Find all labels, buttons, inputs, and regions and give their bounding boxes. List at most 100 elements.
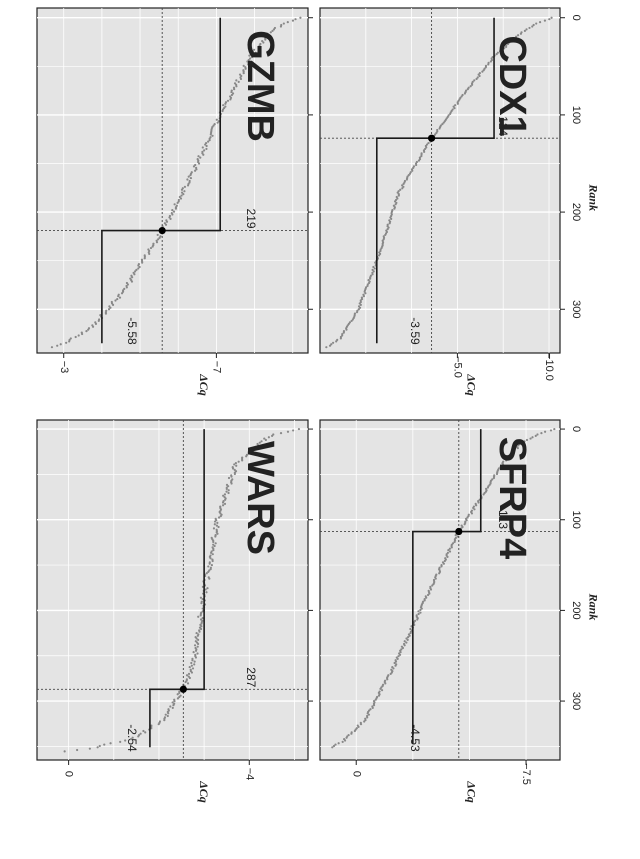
data-point	[150, 247, 152, 249]
data-point	[197, 646, 199, 648]
rank-axis-label: Rank	[586, 183, 600, 211]
data-point	[97, 746, 99, 748]
data-point	[229, 98, 231, 100]
data-point	[112, 304, 114, 306]
data-point	[193, 663, 195, 665]
data-point	[453, 107, 455, 109]
data-point	[235, 79, 237, 81]
data-point	[190, 177, 192, 179]
data-point	[443, 563, 445, 565]
dcq-axis-label: ΔCq	[464, 780, 478, 803]
data-point	[268, 436, 270, 438]
data-point	[167, 712, 169, 714]
dcq-tick-label: 0	[63, 771, 75, 777]
data-point	[174, 203, 176, 205]
data-point	[431, 584, 433, 586]
data-point	[423, 151, 425, 153]
rank-tick-label: 100	[570, 106, 582, 124]
data-point	[220, 515, 222, 517]
data-point	[114, 299, 116, 301]
data-point	[231, 94, 233, 96]
data-point	[221, 110, 223, 112]
data-point	[194, 661, 196, 663]
data-point	[340, 337, 342, 339]
data-point	[144, 257, 146, 259]
data-point	[357, 726, 359, 728]
data-point	[212, 560, 214, 562]
data-point	[419, 612, 421, 614]
data-point	[536, 433, 538, 435]
data-point	[224, 493, 226, 495]
data-point	[197, 639, 199, 641]
data-point	[397, 658, 399, 660]
data-point	[225, 491, 227, 493]
data-point	[184, 186, 186, 188]
data-point	[550, 429, 552, 431]
data-point	[553, 428, 555, 430]
data-point	[200, 597, 202, 599]
data-point	[191, 665, 193, 667]
data-point	[381, 689, 383, 691]
data-point	[95, 323, 97, 325]
dcq-tick-label: −4	[243, 768, 255, 781]
data-point	[216, 122, 218, 124]
data-point	[350, 320, 352, 322]
data-point	[363, 295, 365, 297]
data-point	[194, 170, 196, 172]
data-point	[487, 486, 489, 488]
cutoff-rank-label: 287	[244, 667, 258, 687]
dcq-tick-label: −7	[210, 361, 222, 374]
data-point	[378, 254, 380, 256]
data-point	[163, 719, 165, 721]
data-point	[209, 563, 211, 565]
data-point	[419, 609, 421, 611]
data-point	[438, 572, 440, 574]
data-point	[207, 141, 209, 143]
data-point	[211, 564, 213, 566]
data-point	[292, 20, 294, 22]
data-point	[196, 652, 198, 654]
data-point	[444, 560, 446, 562]
data-point	[216, 522, 218, 524]
data-point	[177, 693, 179, 695]
data-point	[539, 21, 541, 23]
rank-tick-label: 0	[570, 426, 582, 432]
rank-tick-label: 200	[570, 601, 582, 619]
cutoff-point	[428, 135, 435, 142]
data-point	[75, 336, 77, 338]
data-point	[200, 602, 202, 604]
data-point	[173, 210, 175, 212]
data-point	[478, 75, 480, 77]
data-point	[398, 194, 400, 196]
data-point	[177, 697, 179, 699]
data-point	[214, 535, 216, 537]
data-point	[213, 527, 215, 529]
data-point	[180, 194, 182, 196]
data-point	[173, 700, 175, 702]
data-point	[329, 345, 331, 347]
data-point	[195, 632, 197, 634]
dcq-axis-label: ΔCq	[464, 373, 478, 396]
dcq-tick-label: −5.0	[451, 356, 463, 378]
data-point	[206, 587, 208, 589]
data-point	[193, 165, 195, 167]
data-point	[212, 549, 214, 551]
data-point	[195, 650, 197, 652]
data-point	[171, 209, 173, 211]
cutoff-value-label: -5.58	[125, 317, 139, 345]
data-point	[404, 644, 406, 646]
data-point	[169, 218, 171, 220]
data-point	[418, 159, 420, 161]
data-point	[148, 253, 150, 255]
data-point	[200, 628, 202, 630]
data-point	[368, 714, 370, 716]
data-point	[166, 221, 168, 223]
data-point	[157, 234, 159, 236]
data-point	[406, 178, 408, 180]
data-point	[78, 334, 80, 336]
data-point	[363, 720, 365, 722]
data-point	[224, 103, 226, 105]
data-point	[142, 730, 144, 732]
chart-panel-wars: 0100200300−40RankΔCqWARS-2.54287	[37, 420, 348, 803]
